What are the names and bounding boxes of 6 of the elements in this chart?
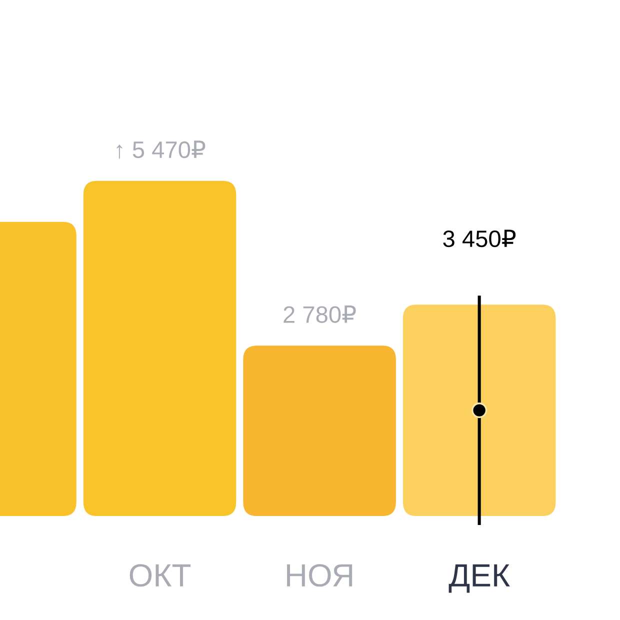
data-label: 3 450₽ (443, 230, 516, 248)
x-tick-label: ОКТ (130, 564, 191, 587)
data-label: 2 780₽ (284, 305, 356, 323)
x-tick-label: ДЕК (448, 564, 510, 593)
x-tick-label: НОЯ (287, 564, 352, 587)
data-label: ↑ 5 470₽ (116, 140, 206, 159)
